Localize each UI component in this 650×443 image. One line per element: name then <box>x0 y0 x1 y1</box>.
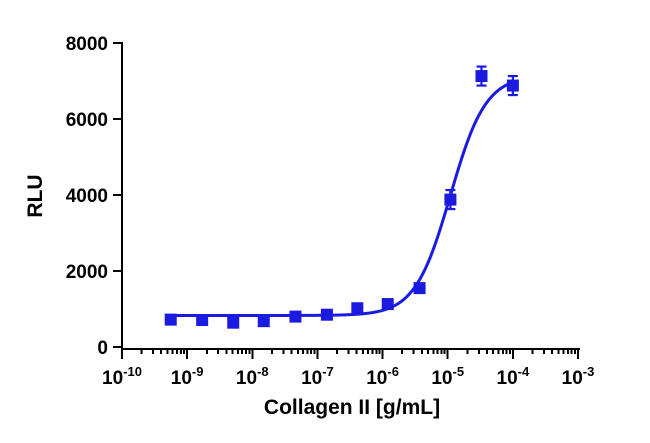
y-tick-label: 8000 <box>66 34 108 55</box>
y-tick-label: 2000 <box>66 262 108 283</box>
fit-curve <box>170 80 514 317</box>
x-axis-ticks: 10-10 10-9 10-8 10-7 10-6 10-5 10-4 10-3 <box>102 349 594 389</box>
x-tick-label: 10-3 <box>562 364 595 389</box>
x-tick-label: 10-10 <box>102 364 142 389</box>
y-axis-title: RLU <box>24 174 47 217</box>
data-point <box>227 316 240 329</box>
x-axis-title: Collagen II [g/mL] <box>264 396 440 419</box>
y-tick-label: 6000 <box>66 110 108 131</box>
data-point <box>413 282 426 295</box>
x-tick-label: 10-4 <box>497 364 530 389</box>
x-tick-label: 10-8 <box>236 364 269 389</box>
x-tick-label: 10-5 <box>431 364 464 389</box>
data-point <box>444 193 457 206</box>
data-points-layer <box>164 65 519 329</box>
fit-curve-layer <box>170 80 514 317</box>
data-point <box>381 298 394 311</box>
y-tick-label: 4000 <box>66 186 108 207</box>
x-tick-label: 10-6 <box>366 364 399 389</box>
data-point <box>320 308 333 321</box>
x-tick-label: 10-7 <box>301 364 334 389</box>
y-tick-label: 0 <box>97 338 108 359</box>
x-tick-label: 10-9 <box>171 364 204 389</box>
y-axis-ticks: 0 2000 4000 6000 8000 <box>66 34 122 359</box>
data-point <box>164 313 177 326</box>
data-point <box>475 70 488 83</box>
data-point <box>351 302 364 315</box>
data-point <box>257 315 270 328</box>
data-point <box>506 79 519 92</box>
data-point <box>289 310 302 323</box>
data-point <box>196 314 209 327</box>
